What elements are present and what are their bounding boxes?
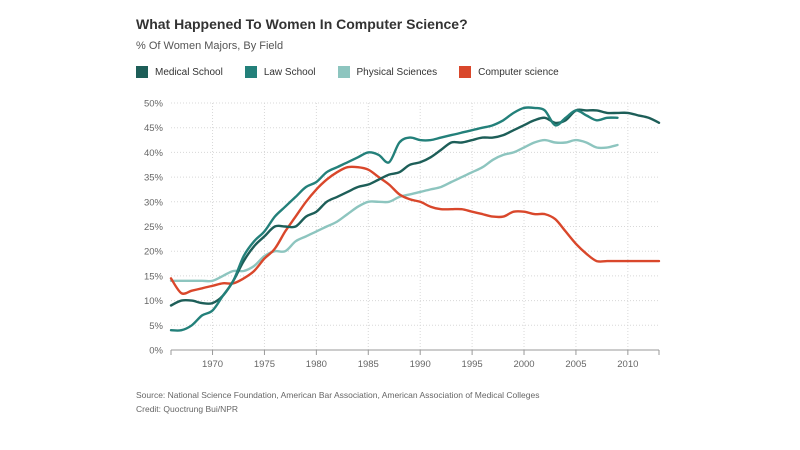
y-tick-label: 0%	[149, 346, 163, 357]
y-tick-label: 35%	[144, 173, 164, 184]
y-tick-label: 40%	[144, 148, 164, 159]
legend-label: Computer science	[478, 66, 559, 78]
legend-label: Law School	[263, 66, 316, 78]
series-line-physical-sciences	[169, 138, 619, 283]
legend-item-computer-science: Computer science	[459, 66, 559, 78]
x-tick-label: 1985	[358, 359, 379, 370]
grid	[171, 102, 659, 350]
x-tick-label: 1975	[254, 359, 275, 370]
legend-swatch	[136, 66, 148, 78]
y-tick-label: 25%	[144, 222, 164, 233]
y-tick-label: 50%	[144, 99, 164, 110]
legend-swatch	[244, 66, 257, 78]
x-tick-label: 1970	[202, 359, 223, 370]
legend-swatch	[337, 66, 350, 78]
y-tick-label: 45%	[144, 123, 164, 134]
x-tick-label: 2005	[565, 359, 586, 370]
legend: Medical School Law School Physical Scien…	[136, 66, 581, 78]
y-tick-label: 15%	[144, 271, 164, 282]
y-tick-label: 5%	[149, 321, 163, 332]
legend-item-law-school: Law School	[244, 66, 316, 78]
x-tick-label: 1980	[306, 359, 327, 370]
legend-item-medical-school: Medical School	[136, 66, 223, 78]
chart-subtitle: % Of Women Majors, By Field	[136, 40, 284, 52]
series-lines	[169, 106, 661, 332]
source-note: Source: National Science Foundation, Ame…	[136, 390, 540, 400]
x-tick-label: 2000	[513, 359, 534, 370]
legend-label: Medical School	[155, 66, 223, 78]
axes: 0% 5% 10% 15% 20% 25% 30% 35% 40% 45% 50% 1970 1975 1…	[144, 99, 660, 370]
legend-label: Physical Sciences	[356, 66, 438, 78]
credit-note: Credit: Quoctrung Bui/NPR	[136, 404, 239, 414]
chart-title: What Happened To Women In Computer Scien…	[136, 16, 468, 32]
legend-swatch	[459, 66, 472, 78]
y-tick-label: 30%	[144, 197, 164, 208]
x-tick-label: 2010	[617, 359, 638, 370]
y-tick-label: 10%	[144, 296, 164, 307]
y-tick-label: 20%	[144, 247, 164, 258]
footer: Source: National Science Foundation, Ame…	[136, 388, 540, 416]
legend-item-physical-sciences: Physical Sciences	[337, 66, 438, 78]
x-tick-label: 1990	[410, 359, 431, 370]
series-line-law-school	[169, 106, 619, 332]
series-line-computer-science	[169, 165, 661, 295]
x-tick-label: 1995	[462, 359, 483, 370]
